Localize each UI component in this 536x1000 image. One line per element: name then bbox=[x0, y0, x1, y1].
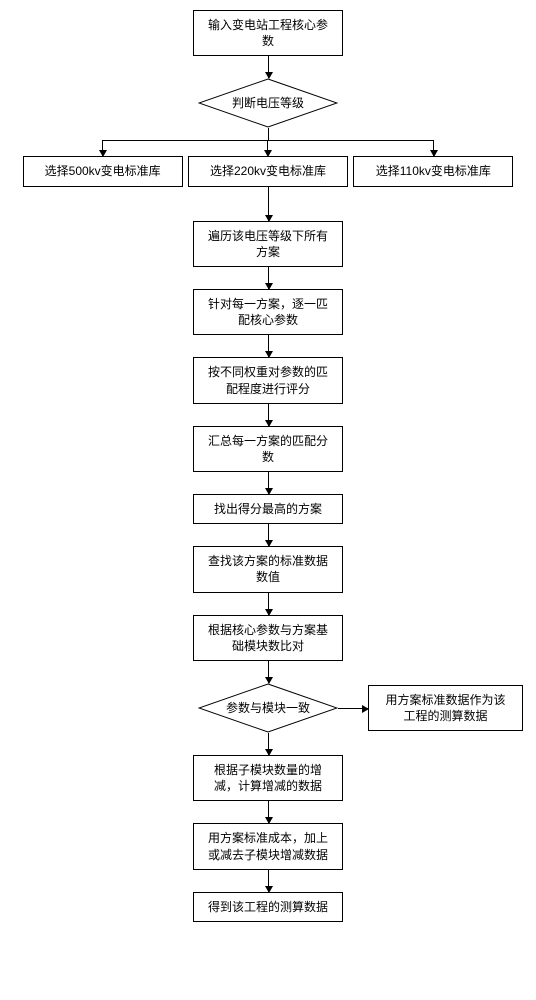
arrow bbox=[268, 801, 269, 823]
node-compare: 根据核心参数与方案基础模块数比对 bbox=[193, 615, 343, 661]
arrow-right bbox=[338, 708, 368, 709]
arrow bbox=[267, 141, 268, 156]
arrow bbox=[102, 141, 103, 156]
arrow bbox=[268, 661, 269, 683]
node-traverse: 遍历该电压等级下所有方案 bbox=[193, 221, 343, 267]
node-adjust: 根据子模块数量的增减，计算增减的数据 bbox=[193, 755, 343, 801]
arrow bbox=[268, 593, 269, 615]
arrow bbox=[268, 267, 269, 289]
node-sum: 汇总每一方案的匹配分数 bbox=[193, 426, 343, 472]
arrow bbox=[268, 733, 269, 755]
arrow bbox=[433, 141, 434, 156]
decision-consistent: 参数与模块一致 bbox=[198, 683, 338, 733]
node-final: 得到该工程的测算数据 bbox=[193, 892, 343, 922]
branch-110kv: 选择110kv变电标准库 bbox=[353, 156, 513, 186]
node-start: 输入变电站工程核心参数 bbox=[193, 10, 343, 56]
branch-500kv: 选择500kv变电标准库 bbox=[23, 156, 183, 186]
decision-consistent-label: 参数与模块一致 bbox=[226, 701, 310, 715]
arrow bbox=[268, 524, 269, 546]
node-best: 找出得分最高的方案 bbox=[193, 494, 343, 524]
node-weight: 按不同权重对参数的匹配程度进行评分 bbox=[193, 357, 343, 403]
arrow bbox=[268, 404, 269, 426]
connector bbox=[268, 128, 269, 140]
node-lookup: 查找该方案的标准数据数值 bbox=[193, 546, 343, 592]
decision-voltage-label: 判断电压等级 bbox=[232, 96, 304, 110]
arrow bbox=[268, 56, 269, 78]
node-apply: 用方案标准成本，加上或减去子模块增减数据 bbox=[193, 823, 343, 869]
arrow bbox=[268, 472, 269, 494]
decision-voltage: 判断电压等级 bbox=[198, 78, 338, 128]
flowchart: 输入变电站工程核心参数 判断电压等级 选择500kv变电标准库 选择220kv变… bbox=[10, 10, 526, 922]
branch-220kv: 选择220kv变电标准库 bbox=[188, 156, 348, 186]
decision-consistent-row: 参数与模块一致 用方案标准数据作为该工程的测算数据 bbox=[10, 683, 526, 733]
arrow bbox=[268, 187, 269, 221]
arrow bbox=[268, 870, 269, 892]
branch-split: 选择500kv变电标准库 选择220kv变电标准库 选择110kv变电标准库 bbox=[20, 140, 516, 186]
arrow bbox=[268, 335, 269, 357]
node-match: 针对每一方案，逐一匹配核心参数 bbox=[193, 289, 343, 335]
node-side-result: 用方案标准数据作为该工程的测算数据 bbox=[368, 685, 523, 731]
